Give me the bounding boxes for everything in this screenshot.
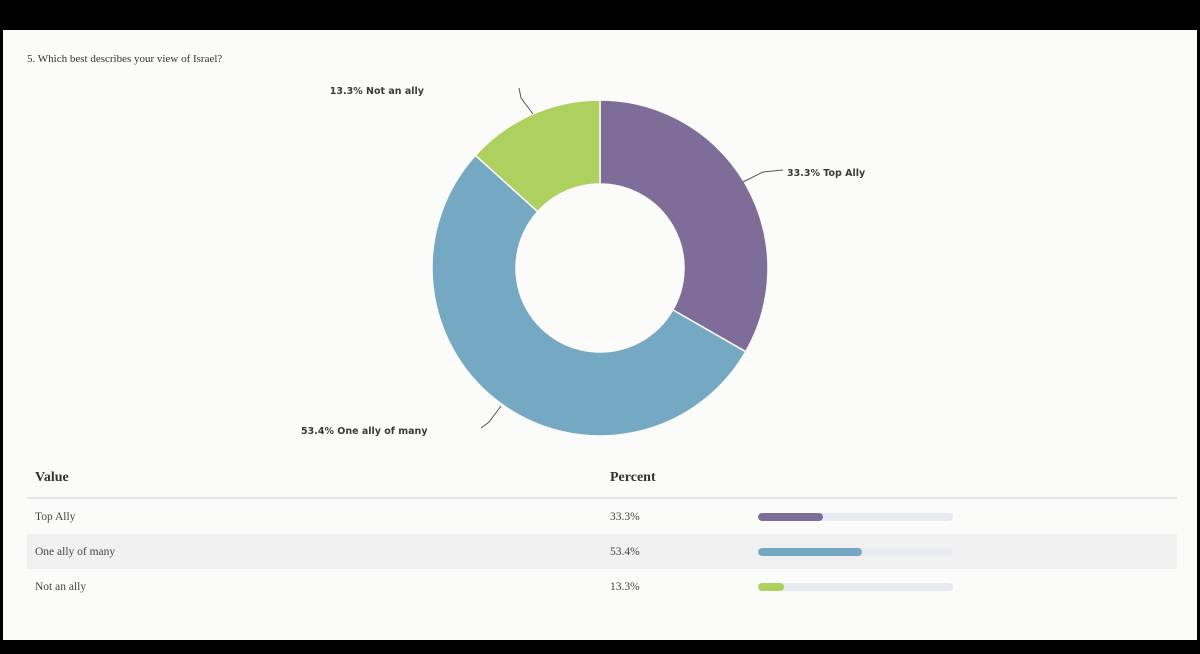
header-percent: Percent (610, 470, 656, 485)
slice-label: 33.3% Top Ally (787, 168, 866, 179)
row-percent: 13.3% (610, 580, 640, 593)
table-row: Top Ally 33.3% (27, 499, 1177, 534)
question-title: 5. Which best describes your view of Isr… (27, 53, 223, 65)
slice-label: 13.3% Not an ally (330, 86, 425, 97)
donut-slice-one-ally-of-many (431, 154, 747, 437)
percent-bar-fill (758, 582, 784, 591)
row-value: One ally of many (35, 545, 116, 558)
percent-bar-track (758, 547, 953, 556)
donut-chart: 33.3% Top Ally 53.4% One ally of many 13.3… (301, 86, 866, 437)
row-value: Not an ally (35, 580, 87, 593)
table-header: Value Percent (27, 460, 1177, 499)
results-panel: 5. Which best describes your view of Isr… (3, 30, 1197, 640)
row-percent: 53.4% (610, 545, 640, 558)
percent-bar-fill (758, 512, 823, 521)
leader-line (480, 405, 502, 429)
leader-line (742, 169, 784, 183)
table-row: Not an ally 13.3% (27, 569, 1177, 604)
donut-slice-not-an-ally (474, 99, 601, 213)
header-value: Value (35, 470, 69, 485)
slice-label: 53.4% One ally of many (301, 426, 428, 437)
row-percent: 33.3% (610, 510, 640, 523)
percent-bar-fill (758, 547, 863, 556)
donut-slice-top-ally (599, 99, 769, 353)
percent-bar-track (758, 582, 953, 591)
row-value: Top Ally (35, 510, 76, 523)
percent-bar-track (758, 512, 953, 521)
screen-border-bottom (0, 640, 1200, 654)
leader-line (518, 87, 534, 115)
table-row: One ally of many 53.4% (27, 534, 1177, 569)
results-table: Value Percent Top Ally 33.3% One ally of… (27, 460, 1177, 604)
